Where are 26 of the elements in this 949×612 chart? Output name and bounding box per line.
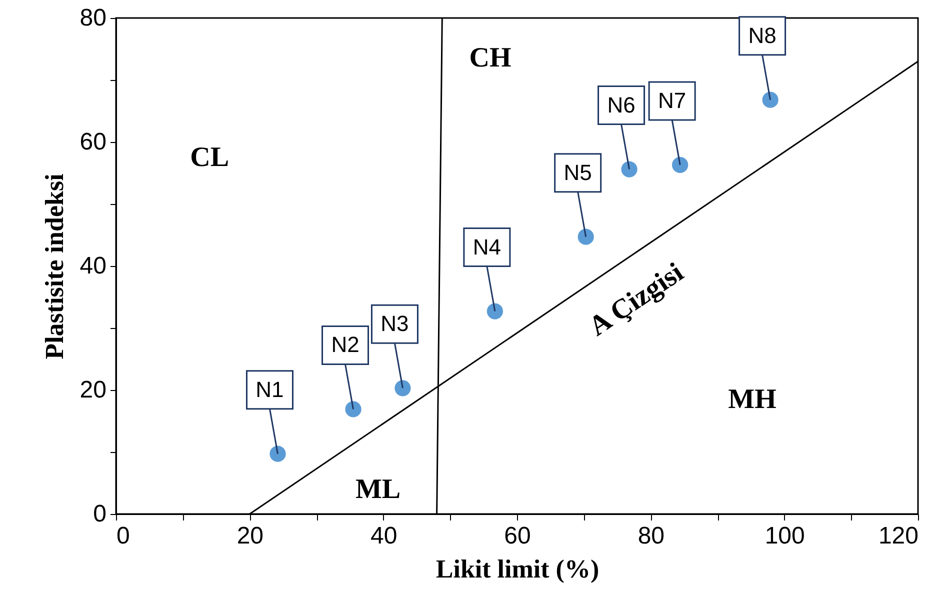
annotation: N2: [331, 332, 360, 358]
annotation: N3: [380, 311, 409, 336]
annotation: MH: [728, 384, 777, 415]
annotation: CL: [190, 142, 230, 174]
x-tick-label: 0: [116, 522, 130, 550]
y-tick-label: 60: [80, 128, 106, 156]
x-tick-label: 100: [764, 522, 805, 550]
annotation: N7: [658, 88, 686, 113]
y-tick-label: 80: [80, 4, 106, 32]
x-tick-label: 80: [638, 522, 665, 550]
annotation: CH: [469, 42, 512, 74]
x-tick-label: 60: [504, 522, 531, 550]
annotation: N4: [472, 234, 502, 260]
y-tick-label: 40: [80, 252, 106, 280]
y-tick-label: 0: [93, 500, 106, 528]
annotation: ML: [355, 474, 401, 505]
annotation: N8: [748, 22, 776, 48]
annotation: N1: [256, 376, 284, 402]
annotation: N5: [564, 160, 592, 185]
annotation: N6: [607, 92, 636, 118]
x-axis-title: Likit limit (%): [436, 554, 600, 584]
x-tick-label: 40: [370, 522, 398, 550]
x-tick-label: 120: [878, 522, 918, 550]
y-tick-label: 20: [80, 376, 106, 404]
x-tick-label: 20: [236, 522, 264, 550]
y-axis-title: Plastisite indeksi: [40, 174, 69, 360]
